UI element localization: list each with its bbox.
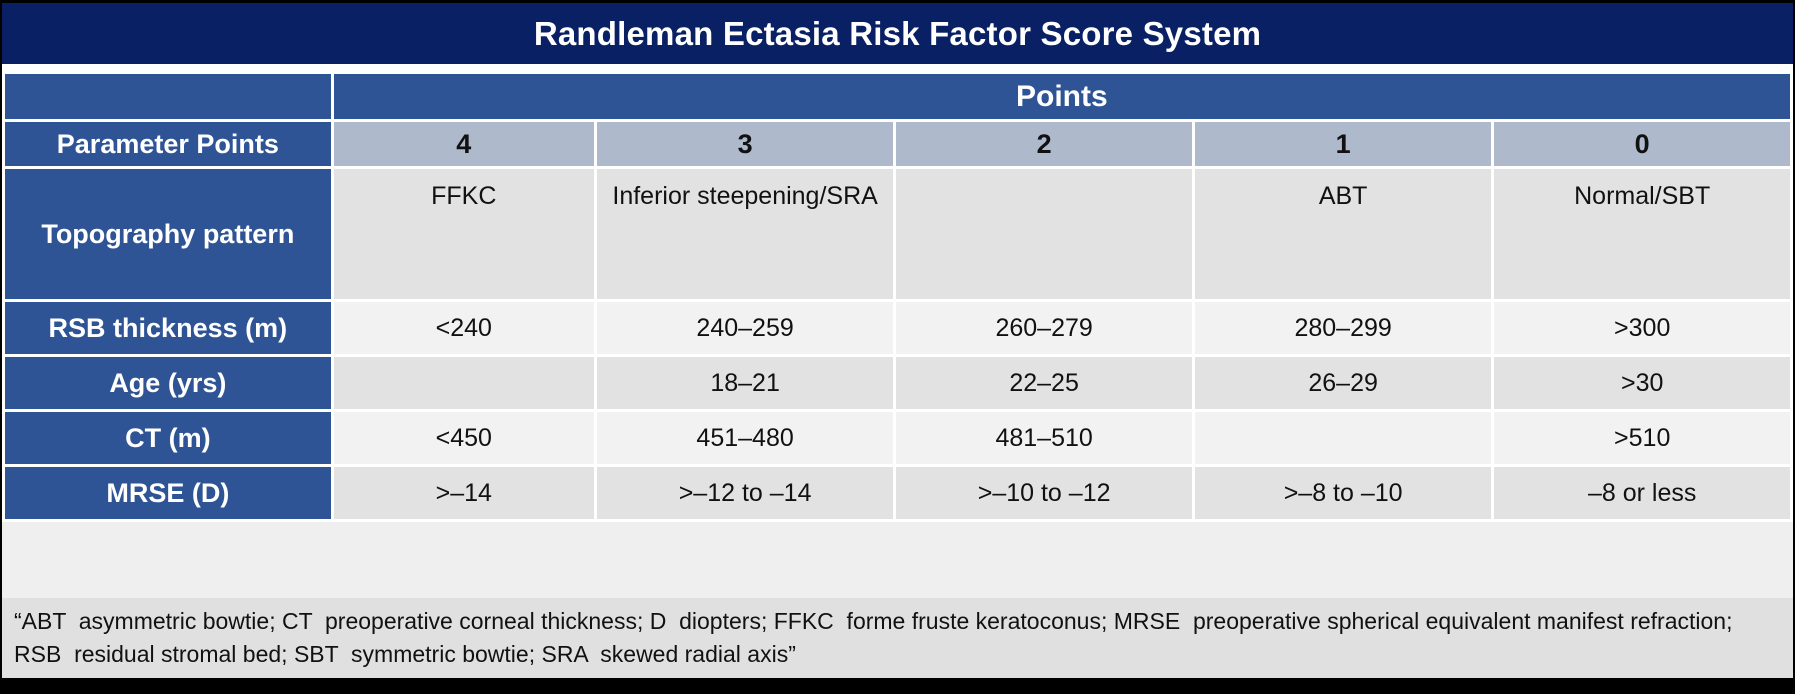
score-cell: 26–29 [1194, 357, 1492, 409]
score-cell: >–8 to –10 [1194, 467, 1492, 519]
row-label: MRSE (D) [5, 467, 331, 519]
score-cell: 18–21 [596, 357, 894, 409]
score-cell: >–12 to –14 [596, 467, 894, 519]
point-column-header: 0 [1494, 122, 1790, 166]
slide-background-gap [2, 522, 1793, 598]
score-cell: Normal/SBT [1494, 169, 1790, 299]
points-header-cell: Points [333, 74, 1790, 119]
score-cell: >300 [1494, 302, 1790, 354]
page-title: Randleman Ectasia Risk Factor Score Syst… [533, 14, 1262, 52]
score-cell: <450 [333, 412, 594, 464]
score-cell: ABT [1194, 169, 1492, 299]
point-column-header: 2 [896, 122, 1192, 166]
row-label: Topography pattern [5, 169, 331, 299]
table-body: Topography pattern FFKC Inferior steepenin… [5, 169, 1790, 519]
score-cell: >510 [1494, 412, 1790, 464]
point-column-header: 4 [333, 122, 594, 166]
row-label: Age (yrs) [5, 357, 331, 409]
row-label: RSB thickness (m) [5, 302, 331, 354]
score-cell [333, 357, 594, 409]
table-row: RSB thickness (m) <240 240–259 260–279 280–2… [5, 302, 1790, 354]
parameter-points-label: Parameter Points [5, 122, 331, 166]
table-row: CT (m) <450 451–480 481–510 >510 [5, 412, 1790, 464]
table-row: Topography pattern FFKC Inferior steepenin… [5, 169, 1790, 299]
table-row: Age (yrs) 18–21 22–25 26–29 >30 [5, 357, 1790, 409]
score-cell: >–10 to –12 [896, 467, 1192, 519]
score-cell: <240 [333, 302, 594, 354]
score-cell: >30 [1494, 357, 1790, 409]
corner-empty-cell [5, 74, 331, 119]
score-cell: –8 or less [1494, 467, 1790, 519]
row-label: CT (m) [5, 412, 331, 464]
score-cell: >–14 [333, 467, 594, 519]
score-cell: 451–480 [596, 412, 894, 464]
score-cell [896, 169, 1192, 299]
score-cell: 240–259 [596, 302, 894, 354]
point-column-header: 3 [596, 122, 894, 166]
point-column-header: 1 [1194, 122, 1492, 166]
table-row: MRSE (D) >–14 >–12 to –14 >–10 to –12 >–8 to… [5, 467, 1790, 519]
score-cell [1194, 412, 1492, 464]
abbreviations-footnote: “ABT asymmetric bowtie; CT preoperative … [2, 598, 1793, 678]
title-divider [2, 64, 1793, 71]
score-cell: 481–510 [896, 412, 1192, 464]
title-bar: Randleman Ectasia Risk Factor Score Syst… [2, 3, 1793, 64]
points-header-row: Points [5, 74, 1790, 119]
score-cell: 260–279 [896, 302, 1192, 354]
score-cell: 22–25 [896, 357, 1192, 409]
score-cell: Inferior steepening/SRA [596, 169, 894, 299]
score-cell: FFKC [333, 169, 594, 299]
score-cell: 280–299 [1194, 302, 1492, 354]
